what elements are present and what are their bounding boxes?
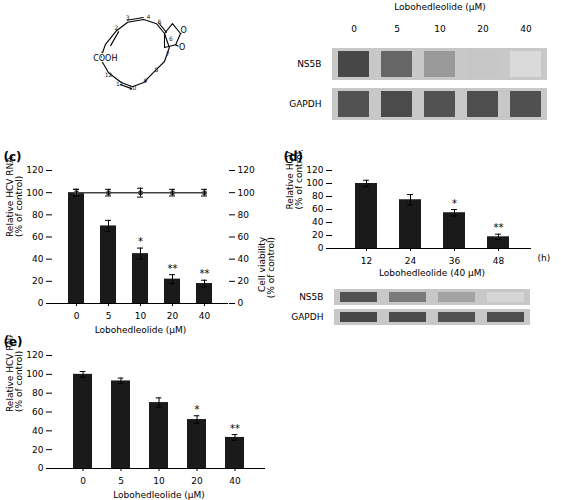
svg-text:Relative HCV RNA(% of control): Relative HCV RNA(% of control) [5,156,24,237]
svg-text:80: 80 [238,210,250,220]
svg-text:120: 120 [306,165,323,175]
svg-text:20: 20 [167,311,179,321]
svg-text:120: 120 [26,165,43,175]
svg-text:0: 0 [38,463,44,473]
svg-text:100: 100 [26,369,43,379]
svg-text:4: 4 [147,13,151,20]
svg-text:9: 9 [143,77,147,84]
svg-text:*: * [138,236,143,247]
svg-text:60: 60 [32,232,44,242]
svg-text:Lobohedleolide (μM): Lobohedleolide (μM) [394,2,486,12]
svg-text:0: 0 [74,311,80,321]
svg-text:COOH: COOH [93,54,117,63]
svg-text:100: 100 [26,188,43,198]
svg-text:60: 60 [32,407,44,417]
svg-text:Lobohedleolide (μM): Lobohedleolide (μM) [113,490,205,500]
svg-text:20: 20 [312,230,324,240]
svg-text:11: 11 [116,80,124,87]
svg-text:**: ** [230,423,240,434]
svg-text:20: 20 [477,24,489,34]
svg-text:40: 40 [229,476,241,486]
svg-text:GAPDH: GAPDH [291,312,323,322]
svg-text:*: * [452,198,457,209]
svg-text:2: 2 [115,24,119,31]
svg-text:3: 3 [126,14,130,21]
svg-text:12: 12 [361,256,372,266]
svg-text:40: 40 [520,24,532,34]
svg-text:40: 40 [238,254,250,264]
svg-text:**: ** [168,263,178,274]
svg-text:O: O [181,26,187,35]
svg-text:80: 80 [32,210,44,220]
svg-text:(c): (c) [4,150,22,164]
svg-text:Lobohedleolide (μM): Lobohedleolide (μM) [95,325,187,335]
svg-text:Lobohedleolide (40 μM): Lobohedleolide (40 μM) [379,268,485,278]
svg-text:60: 60 [238,232,250,242]
svg-text:Cell viability(% of control): Cell viability(% of control) [257,236,276,298]
svg-text:80: 80 [32,388,44,398]
svg-text:O: O [179,43,185,52]
svg-text:20: 20 [238,276,250,286]
svg-text:20: 20 [191,476,203,486]
svg-text:0: 0 [38,298,44,308]
svg-text:6: 6 [169,35,173,42]
svg-text:80: 80 [312,191,324,201]
svg-text:40: 40 [32,254,44,264]
svg-text:20: 20 [32,445,44,455]
svg-text:120: 120 [26,350,43,360]
svg-text:0: 0 [238,298,244,308]
svg-text:100: 100 [238,188,255,198]
svg-text:24: 24 [405,256,417,266]
svg-text:12: 12 [105,71,113,78]
svg-text:5: 5 [394,24,400,34]
svg-text:20: 20 [32,276,44,286]
svg-text:7: 7 [166,50,170,57]
svg-text:10: 10 [135,311,147,321]
svg-text:0: 0 [351,24,357,34]
svg-text:0: 0 [80,476,86,486]
svg-text:48: 48 [493,256,505,266]
svg-text:10: 10 [434,24,446,34]
svg-text:0: 0 [318,243,324,253]
svg-text:(h): (h) [538,253,551,263]
svg-text:40: 40 [32,426,44,436]
svg-text:NS5B: NS5B [297,59,321,69]
svg-text:**: ** [494,222,504,233]
svg-text:*: * [195,404,200,415]
svg-text:8: 8 [155,66,159,73]
svg-text:36: 36 [449,256,461,266]
svg-text:10: 10 [129,84,137,91]
svg-text:60: 60 [312,204,324,214]
svg-text:40: 40 [199,311,211,321]
svg-text:(e): (e) [4,335,23,349]
svg-text:5: 5 [158,18,162,25]
svg-text:**: ** [200,268,210,279]
svg-text:5: 5 [118,476,124,486]
svg-text:(d): (d) [284,150,304,164]
svg-text:120: 120 [238,165,255,175]
svg-text:NS5B: NS5B [299,292,323,302]
svg-text:40: 40 [312,217,324,227]
svg-text:5: 5 [106,311,112,321]
svg-text:10: 10 [153,476,165,486]
svg-text:100: 100 [306,178,323,188]
svg-text:GAPDH: GAPDH [289,99,321,109]
